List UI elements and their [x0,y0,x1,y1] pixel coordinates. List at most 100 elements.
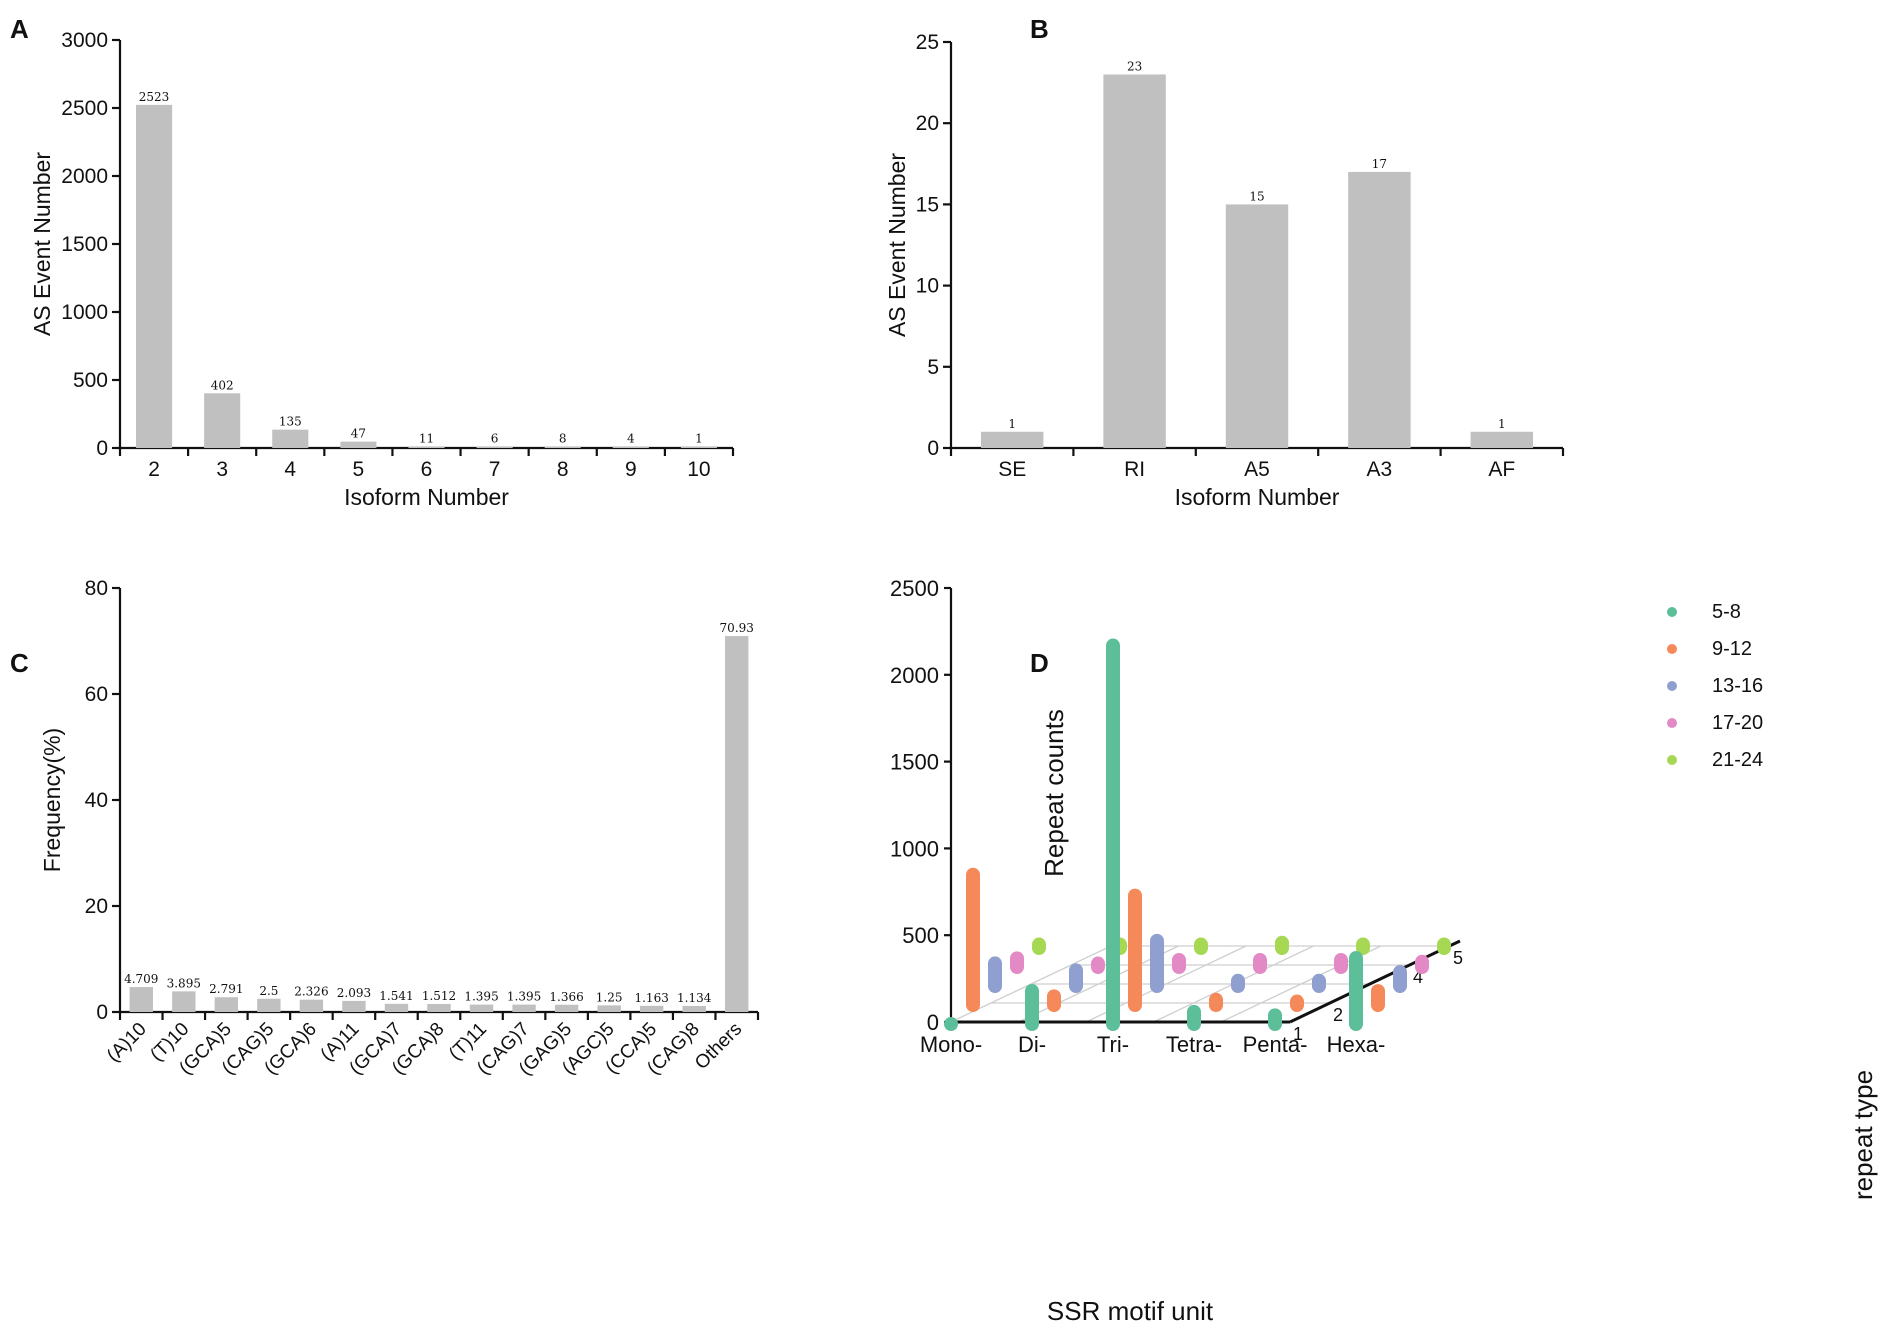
c0-xtick-label: 6 [421,458,433,481]
c1-x-axis-title: Isoform Number [1175,484,1340,510]
c2-data-label: 3.895 [167,976,201,990]
c2-bar [384,1003,409,1012]
c1-bar [1348,171,1411,449]
c0-ytick-label: 3000 [61,29,108,52]
c0-bar [680,446,717,448]
c2-data-label: 2.5 [259,984,278,998]
c2-bar [725,636,749,1012]
c1-bar [980,431,1044,448]
c0-bar [408,446,445,448]
c2-data-label: 1.512 [422,989,456,1003]
c2-bar [512,1004,536,1012]
d-bar [944,1017,958,1031]
d-ytick-label: 2000 [890,663,939,688]
c2-bar [214,997,239,1012]
c0-bar [340,441,377,448]
c1-bar [1225,204,1289,448]
c2-bar [427,1003,451,1012]
d-ytick-label: 2500 [890,576,939,601]
c0-data-label: 2523 [139,90,170,104]
c2-data-label: 1.366 [549,990,583,1004]
c0-data-label: 11 [419,431,434,445]
d-bar [1393,965,1407,993]
d-xtick-label: Tri- [1097,1032,1129,1057]
d-bar [1172,953,1186,974]
c0-bar [476,446,513,448]
c2-xtick-label: Others [691,1019,746,1074]
c2-bar [554,1004,579,1012]
c1-xtick-label: AF [1488,458,1515,481]
panel-label-b: B [1030,14,1049,44]
d-ytick-label: 1500 [890,750,939,775]
c2-ytick-label: 80 [85,577,108,600]
d-bar [1209,992,1223,1012]
chart-panel-b: 0 5 10 15 20 25 1 SE 23 RI 15 A5 17 A3 1 AF Isoform Numb… [884,31,1565,510]
c2-data-label: 1.395 [464,990,498,1004]
d-bar [1275,935,1289,955]
c2-ytick-label: 40 [85,789,108,812]
c2-data-label: 1.163 [634,991,668,1005]
d-legend-label: 13-16 [1712,675,1763,697]
c0-data-label: 402 [211,378,234,392]
d-legend-marker [1667,718,1677,728]
c2-xtick-label: (A)10 [103,1019,151,1067]
chart-panel-a: 0500100015002000250030002523240231354475… [29,29,735,510]
d-bar [1025,984,1039,1031]
d-bar [988,956,1002,993]
c1-data-label: 17 [1372,157,1387,171]
c0-xtick-label: 2 [148,458,160,481]
d-bar [1356,937,1370,955]
d-xtick-label: Penta- [1243,1032,1308,1057]
d-bar [1290,994,1304,1012]
c0-bar [612,446,649,448]
d-xtick-label: Tetra- [1166,1032,1222,1057]
c1-xtick-label: RI [1124,458,1145,481]
d-ztick-label: 4 [1413,967,1423,987]
c0-ytick-label: 2500 [61,97,108,120]
c0-ytick-label: 0 [96,437,108,460]
d-y-axis-title: Repeat counts [1039,709,1069,877]
c0-data-label: 6 [491,431,499,445]
d-bar [1437,937,1451,955]
c1-bar [1470,431,1534,448]
c2-ytick-label: 20 [85,895,108,918]
d-legend-label: 17-20 [1712,712,1763,734]
c2-bar [129,987,153,1012]
c0-x-axis-title: Isoform Number [344,484,509,510]
d-bar [1415,954,1429,974]
d-xtick-label: Hexa- [1327,1032,1386,1057]
c2-ytick-label: 60 [85,683,108,706]
c1-bar [1103,74,1166,448]
d-bar [1349,951,1363,1031]
c2-y-axis-title: Frequency(%) [39,728,65,872]
d-bar [966,867,980,1012]
c2-bar [172,991,196,1012]
d-bar [1091,956,1105,974]
d-bar [1047,989,1061,1012]
c0-bar [136,104,173,448]
c0-xtick-label: 5 [353,458,365,481]
c1-ytick-label: 0 [927,437,939,460]
c0-bar [272,429,309,448]
d-bar [1231,973,1245,993]
c2-ytick-label: 0 [96,1001,108,1024]
c2-bar [682,1005,706,1012]
c0-xtick-label: 8 [557,458,569,481]
c1-data-label: 23 [1127,59,1142,73]
c2-data-label: 2.093 [337,986,371,1000]
d-legend-label: 5-8 [1712,601,1741,623]
c2-data-label: 1.395 [507,990,541,1004]
c1-data-label: 15 [1249,189,1264,203]
panel-label-d: D [1030,648,1049,678]
c2-bar [299,999,324,1012]
d-legend-label: 9-12 [1712,638,1752,660]
d-bar [1128,888,1142,1012]
d-bar [1194,937,1208,955]
c2-data-label: 1.134 [677,991,712,1005]
d-legend-marker [1667,644,1677,654]
c1-ytick-label: 25 [916,31,939,54]
c2-bar [257,998,281,1012]
c0-data-label: 8 [559,431,567,445]
d-z-axis-title: repeat type [1848,1070,1878,1200]
